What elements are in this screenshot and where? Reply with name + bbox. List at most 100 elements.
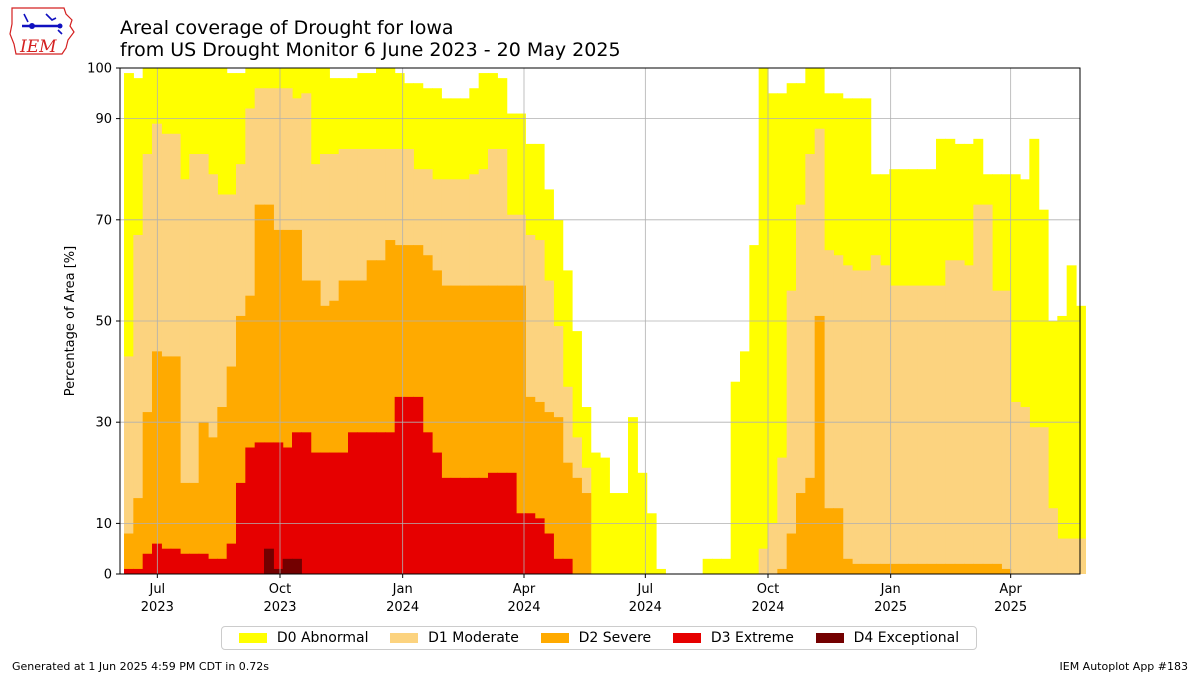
area-bar-d1 [824, 250, 834, 574]
area-bar-d2 [376, 260, 386, 574]
area-bar-d3 [329, 452, 340, 574]
legend-swatch [390, 633, 419, 643]
area-bar-d3 [385, 432, 396, 574]
area-bar-d1 [964, 265, 974, 574]
chart-title: Areal coverage of Drought for Iowa [120, 17, 454, 39]
area-bar-d1 [917, 285, 928, 574]
area-bar-d2 [945, 563, 956, 574]
area-bar-d2 [236, 315, 246, 574]
area-bar-d2 [954, 563, 965, 574]
area-bar-d2 [581, 493, 592, 574]
legend-swatch [238, 633, 267, 643]
area-bar-d1 [198, 154, 209, 574]
area-bar-d1 [833, 255, 844, 574]
grid-layer [120, 68, 1080, 574]
area-bar-d2 [497, 285, 508, 574]
x-tick-label-year: 2025 [994, 600, 1027, 615]
area-bar-d1 [768, 523, 778, 574]
area-bar-d3 [180, 553, 190, 574]
area-bar-d2 [506, 285, 517, 574]
legend-label: D0 Abnormal [276, 630, 369, 646]
series-d3 [124, 396, 573, 574]
x-tick-label-month: Jul [148, 582, 165, 597]
area-bar-d1 [954, 260, 965, 574]
area-bar-d1 [992, 290, 1002, 574]
area-bar-d2 [133, 498, 144, 574]
area-bar-d2 [889, 563, 900, 574]
area-bar-d2 [786, 533, 797, 574]
area-bar-d2 [441, 285, 452, 574]
area-bar-d2 [572, 477, 582, 574]
area-bar-d1 [805, 154, 816, 574]
area-bar-d1 [945, 260, 956, 574]
area-bar-d1 [880, 265, 890, 574]
x-tick-label-month: Oct [757, 582, 779, 597]
area-bar-d0 [777, 93, 788, 575]
area-bar-d2 [254, 204, 265, 574]
area-bar-d2 [208, 437, 218, 574]
area-bar-d3 [404, 396, 414, 574]
area-bar-d3 [161, 548, 172, 574]
area-bar-d2 [245, 295, 256, 574]
x-tick-label-month: Jul [636, 582, 653, 597]
area-bar-d2 [544, 412, 554, 574]
area-bar-d0 [124, 73, 134, 574]
area-bar-d2 [964, 563, 974, 574]
area-bar-d1 [170, 133, 181, 574]
area-bar-d3 [544, 533, 554, 574]
y-tick-label: 0 [104, 568, 112, 583]
area-bar-d1 [161, 133, 172, 574]
area-bar-d2 [861, 563, 872, 574]
area-bar-d2 [525, 396, 536, 574]
area-bar-d3 [133, 568, 144, 574]
area-bar-d3 [282, 447, 293, 574]
area-bar-d3 [320, 452, 330, 574]
area-bar-d3 [357, 432, 368, 574]
area-bar-d0 [628, 417, 638, 574]
area-bar-d2 [357, 280, 368, 574]
area-bar-d2 [1001, 568, 1012, 574]
area-bar-d2 [217, 407, 228, 574]
area-bar-d1 [180, 179, 190, 574]
area-bar-d0 [1066, 265, 1077, 574]
area-bar-d2 [226, 366, 237, 574]
area-bar-d2 [488, 285, 498, 574]
area-bar-d1 [1001, 290, 1012, 574]
area-bar-d2 [516, 285, 526, 574]
area-bar-d1 [189, 154, 200, 574]
legend-label: D1 Moderate [428, 630, 519, 646]
area-bar-d1 [1048, 508, 1058, 574]
y-tick-label: 10 [95, 517, 112, 532]
area-bar-d2 [264, 204, 274, 574]
area-bar-d2 [142, 412, 153, 574]
area-bar-d3 [264, 442, 274, 574]
area-bar-d2 [329, 300, 340, 574]
legend-swatch [815, 633, 844, 643]
area-bar-d3 [394, 396, 405, 574]
area-bar-d1 [889, 285, 900, 574]
x-tick-label-year: 2024 [751, 600, 784, 615]
area-bar-d2 [842, 558, 853, 574]
area-bar-d2 [973, 563, 984, 574]
area-bar-d3 [422, 432, 433, 574]
area-bar-d1 [870, 255, 881, 574]
area-bar-d1 [796, 204, 806, 574]
area-bar-d1 [1038, 427, 1049, 574]
x-tick-label-year: 2023 [141, 600, 174, 615]
area-bar-d3 [348, 432, 358, 574]
area-bar-d4 [292, 558, 302, 574]
area-bar-d3 [292, 432, 302, 574]
area-bar-d1 [936, 285, 946, 574]
logo-text: IEM [20, 37, 57, 57]
iowa-outline-icon [9, 7, 75, 55]
area-bar-d3 [460, 477, 470, 574]
area-bar-d4 [273, 568, 284, 574]
area-bar-d0 [656, 568, 666, 574]
area-bar-d1 [758, 548, 769, 574]
area-bar-d1 [786, 290, 797, 574]
area-bar-d1 [124, 356, 134, 574]
area-bar-d2 [450, 285, 461, 574]
area-bar-d1 [898, 285, 909, 574]
area-bar-d2 [833, 508, 844, 574]
generated-timestamp: Generated at 1 Jun 2025 4:59 PM CDT in 0… [12, 660, 270, 673]
